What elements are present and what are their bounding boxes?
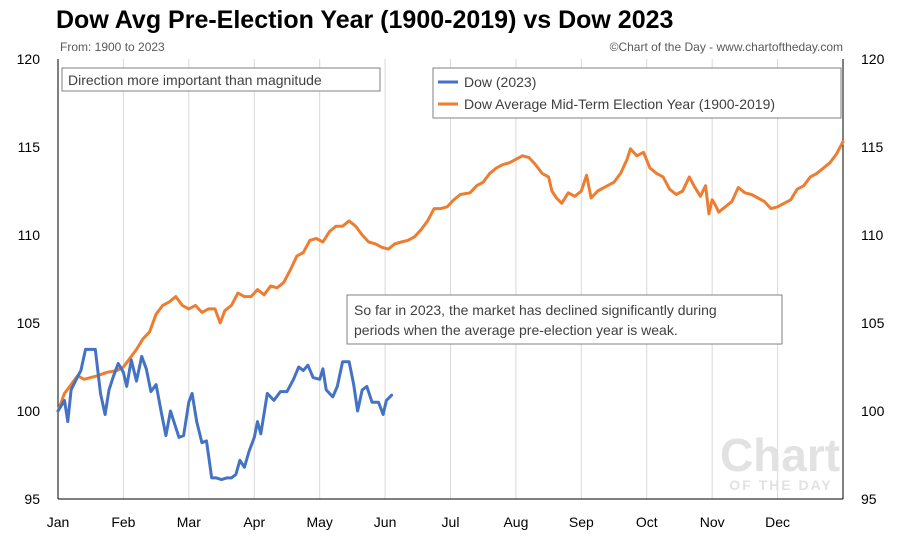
x-tick-oct: Oct xyxy=(636,514,658,530)
y-tick-left-105: 105 xyxy=(17,315,41,331)
annotation-direction-text: Direction more important than magnitude xyxy=(68,72,322,88)
chart-title: Dow Avg Pre-Election Year (1900-2019) vs… xyxy=(56,6,674,34)
y-tick-right-105: 105 xyxy=(861,315,885,331)
x-tick-mar: Mar xyxy=(177,514,201,530)
y-tick-right-100: 100 xyxy=(861,403,885,419)
watermark-logo: Chart OF THE DAY xyxy=(720,429,840,493)
y-tick-right-120: 120 xyxy=(861,51,885,67)
y-tick-right-115: 115 xyxy=(861,139,884,155)
source-credit: ©Chart of the Day - www.chartoftheday.co… xyxy=(609,40,843,54)
y-tick-right-95: 95 xyxy=(861,491,877,507)
annotation-direction: Direction more important than magnitude xyxy=(61,67,381,92)
y-tick-left-115: 115 xyxy=(18,139,41,155)
x-tick-nov: Nov xyxy=(700,514,725,530)
annotation-so-far: So far in 2023, the market has declined … xyxy=(346,294,783,345)
x-tick-dec: Dec xyxy=(765,514,790,530)
series-lines xyxy=(56,140,845,482)
legend: Dow (2023) Dow Average Mid-Term Election… xyxy=(432,67,842,119)
series-line-dow-avg xyxy=(56,140,845,413)
x-tick-may: May xyxy=(306,514,332,530)
y-tick-left-120: 120 xyxy=(17,51,41,67)
series-line-dow-2023 xyxy=(56,347,394,482)
y-tick-left-110: 110 xyxy=(18,227,41,243)
annotation-so-far-line-2: periods when the average pre-election ye… xyxy=(354,322,678,338)
legend-label-dow-2023: Dow (2023) xyxy=(464,74,536,90)
date-range-subtitle: From: 1900 to 2023 xyxy=(60,40,165,54)
watermark-line-2: OF THE DAY xyxy=(729,477,833,493)
watermark-line-1: Chart xyxy=(720,429,840,481)
y-axis-right: 95 100 105 110 115 120 xyxy=(861,51,885,507)
x-axis: Jan Feb Mar Apr May Jun Jul Aug Sep Oct Nov Dec xyxy=(47,514,790,530)
plot-frame xyxy=(57,59,844,500)
annotation-so-far-text: So far in 2023, the market has declined … xyxy=(354,302,721,338)
legend-label-dow-avg: Dow Average Mid-Term Election Year (1900… xyxy=(464,96,775,112)
y-tick-left-95: 95 xyxy=(24,491,40,507)
y-tick-left-100: 100 xyxy=(17,403,41,419)
x-tick-jul: Jul xyxy=(442,514,460,530)
y-tick-right-110: 110 xyxy=(861,227,884,243)
x-tick-jun: Jun xyxy=(374,514,397,530)
x-tick-sep: Sep xyxy=(569,514,594,530)
gridlines xyxy=(122,59,779,499)
x-tick-jan: Jan xyxy=(47,514,70,530)
x-tick-aug: Aug xyxy=(503,514,528,530)
annotation-so-far-line-1: So far in 2023, the market has declined … xyxy=(354,302,717,318)
x-tick-apr: Apr xyxy=(243,514,265,530)
x-tick-feb: Feb xyxy=(111,514,135,530)
y-axis-left: 95 100 105 110 115 120 xyxy=(17,51,41,507)
